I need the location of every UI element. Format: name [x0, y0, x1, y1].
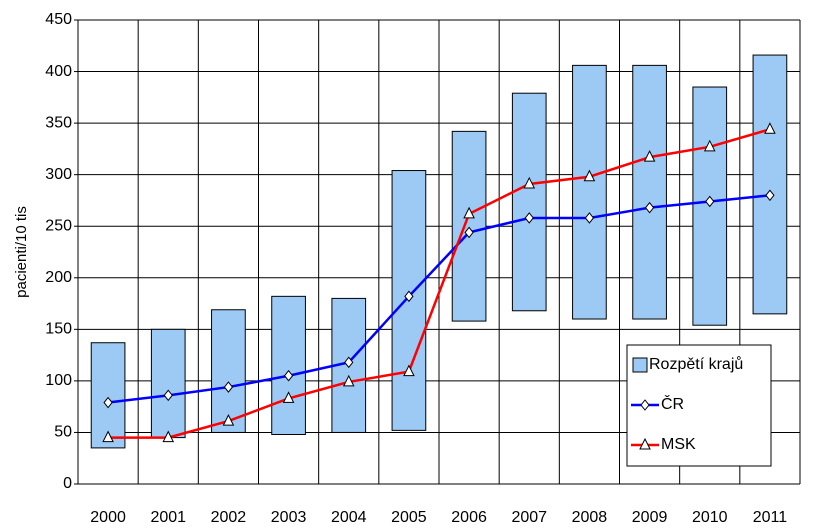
y-tick-label: 50 — [54, 424, 72, 441]
line — [108, 128, 771, 439]
marker — [524, 212, 534, 224]
marker — [222, 413, 235, 426]
marker — [163, 389, 173, 402]
legend-label: ČR — [661, 394, 684, 413]
marker — [282, 391, 295, 403]
y-tick-label: 250 — [45, 217, 72, 234]
y-tick-label: 0 — [63, 475, 72, 492]
range-bar — [451, 130, 487, 322]
x-tick-label: 2007 — [511, 509, 547, 526]
marker — [640, 399, 650, 411]
x-tick-label: 2009 — [632, 509, 668, 526]
y-axis-label: pacienti/10 tis — [13, 206, 30, 298]
range-bar — [632, 64, 667, 320]
marker — [639, 437, 651, 450]
legend: Rozpětí krajů ČR MSK — [626, 344, 772, 467]
x-tick-label: 2008 — [572, 509, 608, 526]
y-tick-label: 200 — [45, 269, 72, 286]
marker — [584, 212, 595, 224]
marker — [403, 364, 415, 377]
marker — [103, 396, 113, 409]
marker — [463, 206, 475, 219]
marker — [342, 374, 355, 387]
x-tick-label: 2004 — [331, 509, 367, 526]
range-bar — [211, 309, 246, 433]
range-bar — [271, 295, 306, 436]
marker — [705, 195, 715, 208]
x-tick-label: 2005 — [391, 509, 427, 526]
x-tick-label: 2006 — [451, 509, 487, 526]
marker — [464, 226, 474, 239]
legend-label: Rozpětí krajů — [649, 355, 743, 373]
legend-swatch — [632, 357, 648, 373]
range-bar — [572, 64, 607, 320]
y-tick-label: 150 — [45, 321, 72, 338]
x-tick-label: 2002 — [211, 509, 247, 526]
x-tick-label: 2003 — [271, 509, 307, 526]
legend-label: MSK — [661, 436, 696, 453]
range-bar — [752, 54, 788, 315]
line — [107, 194, 771, 404]
marker — [643, 150, 656, 162]
x-tick-label: 2000 — [90, 509, 126, 526]
range-bar — [511, 92, 547, 312]
marker — [764, 122, 776, 134]
x-tick-label: 2010 — [692, 509, 728, 526]
marker — [102, 430, 114, 443]
range-bar — [90, 342, 126, 449]
marker — [523, 176, 536, 189]
x-tick-label: 2001 — [150, 509, 186, 526]
marker — [644, 201, 655, 214]
marker — [404, 290, 414, 303]
y-tick-label: 100 — [45, 372, 72, 389]
marker — [223, 381, 234, 393]
y-tick-label: 450 — [45, 11, 72, 28]
marker — [283, 369, 294, 382]
y-tick-label: 300 — [45, 166, 72, 183]
marker — [583, 169, 596, 182]
range-bar — [150, 328, 186, 439]
y-tick-label: 400 — [45, 63, 72, 80]
y-tick-label: 350 — [45, 114, 72, 131]
marker — [162, 430, 175, 443]
marker — [765, 189, 775, 202]
marker — [703, 139, 716, 152]
marker — [344, 356, 354, 369]
x-tick-label: 2011 — [753, 509, 788, 526]
